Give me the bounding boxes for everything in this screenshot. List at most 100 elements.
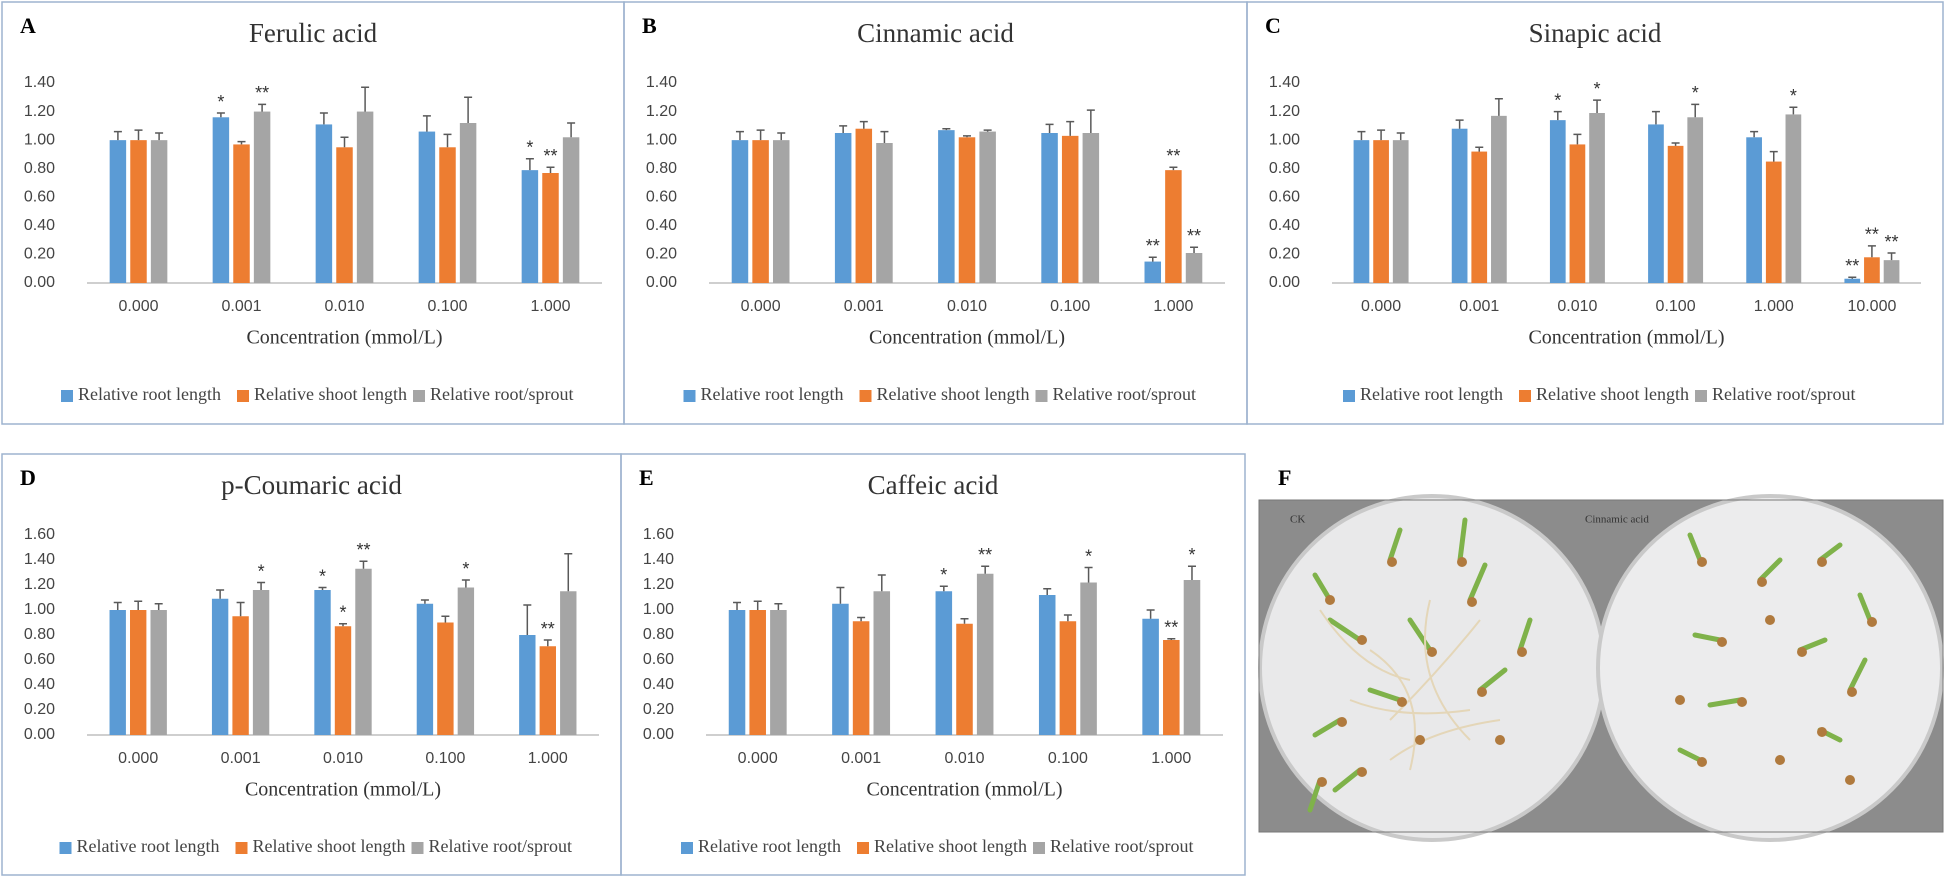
error-bar (443, 133, 452, 148)
error-bar (1867, 245, 1876, 258)
y-tick-label: 1.60 (643, 526, 674, 543)
y-tick-label: 0.60 (24, 189, 55, 206)
bar (1667, 145, 1684, 283)
legend-swatch (859, 390, 872, 402)
error-bar (1043, 588, 1052, 595)
y-tick-label: 0.40 (24, 217, 55, 234)
significance-label: * (1188, 545, 1195, 565)
x-axis-label: Concentration (mmol/L) (866, 779, 1062, 801)
error-bar (939, 585, 948, 592)
y-tick-label: 0.80 (646, 160, 677, 177)
y-tick-label: 1.20 (1269, 103, 1300, 120)
error-bar (1593, 99, 1602, 113)
bar (109, 140, 127, 283)
significance-label: * (1085, 546, 1092, 566)
error-bar (1045, 123, 1054, 133)
bar (1883, 260, 1900, 283)
bar (109, 610, 126, 735)
panel-border (620, 453, 1246, 876)
bar (1183, 580, 1201, 735)
bar (1746, 137, 1762, 283)
legend-label: Relative root length (78, 384, 221, 404)
y-tick-label: 0.40 (24, 676, 55, 693)
bar (1765, 161, 1782, 283)
significance-label: * (940, 565, 947, 585)
error-bar (1190, 246, 1199, 253)
y-tick-label: 1.20 (643, 576, 674, 593)
y-tick-label: 1.00 (24, 131, 55, 148)
y-tick-label: 0.00 (1269, 274, 1300, 291)
seedlings (1307, 517, 1873, 813)
significance-label: ** (356, 540, 370, 560)
bar (459, 123, 477, 283)
x-tick-label: 1.000 (1153, 298, 1193, 315)
x-tick-label: 0.100 (1050, 298, 1090, 315)
legend-label: Relative shoot length (877, 384, 1030, 404)
x-tick-label: 0.010 (947, 298, 987, 315)
bar (956, 623, 973, 735)
bar (542, 173, 559, 283)
significance-label: ** (1885, 232, 1899, 252)
y-tick-label: 0.80 (24, 160, 55, 177)
error-bar (461, 579, 470, 588)
significance-label: * (1692, 83, 1699, 103)
chart-panel: E Caffeic acid 0.00 0.20 0.40 0.60 0.80 1.00 1.2… (620, 453, 1246, 876)
bar (1491, 115, 1507, 283)
error-bar (963, 135, 971, 138)
bar (1844, 278, 1861, 283)
error-bar (257, 581, 266, 590)
legend-label: Relative root/sprout (1712, 384, 1855, 404)
y-tick-label: 0.40 (646, 217, 677, 234)
error-bar (981, 565, 990, 574)
error-bar (422, 115, 431, 132)
legend-swatch (411, 842, 424, 854)
legend-swatch (1035, 390, 1048, 402)
x-tick-label: 0.100 (425, 750, 465, 767)
error-bar (1573, 133, 1582, 145)
error-bar (753, 600, 762, 610)
significance-label: * (217, 92, 224, 112)
error-bar (216, 589, 225, 599)
legend-label: Relative shoot length (1536, 384, 1689, 404)
photo-label: CK (1290, 514, 1305, 526)
y-tick-label: 0.20 (1269, 246, 1300, 263)
legend-label: Relative shoot length (253, 836, 406, 856)
error-bar (960, 618, 969, 624)
bar (1471, 151, 1488, 283)
legend-swatch (681, 842, 693, 854)
error-bar (340, 136, 349, 148)
y-tick-label: 1.40 (24, 74, 55, 91)
bar (938, 130, 955, 283)
bar (770, 610, 787, 735)
error-bar (1494, 97, 1503, 116)
photo-border (1258, 499, 1944, 833)
bar (437, 622, 454, 735)
y-tick-label: 0.20 (24, 246, 55, 263)
y-tick-label: 0.80 (24, 626, 55, 643)
error-bar (441, 615, 450, 623)
y-tick-label: 0.60 (646, 189, 677, 206)
panel-label: F (1278, 465, 1291, 490)
panel-border (623, 1, 1248, 425)
error-bar (1357, 130, 1366, 141)
y-tick-label: 0.00 (24, 726, 55, 743)
significance-label: ** (1146, 236, 1160, 256)
error-bar (1169, 166, 1178, 171)
x-axis-label: Concentration (mmol/L) (245, 779, 441, 801)
error-bar (543, 639, 552, 647)
x-tick-label: 0.100 (427, 298, 467, 315)
bar (253, 111, 271, 283)
bar (252, 590, 270, 735)
legend-swatch (413, 390, 425, 402)
bar (772, 140, 790, 283)
y-tick-label: 0.20 (643, 701, 674, 718)
error-bar (339, 623, 347, 627)
error-bar (546, 166, 555, 173)
error-bar (983, 129, 992, 132)
y-tick-label: 1.40 (1269, 74, 1300, 91)
panel-label: C (1265, 13, 1281, 38)
x-axis-label: Concentration (mmol/L) (1528, 327, 1724, 349)
